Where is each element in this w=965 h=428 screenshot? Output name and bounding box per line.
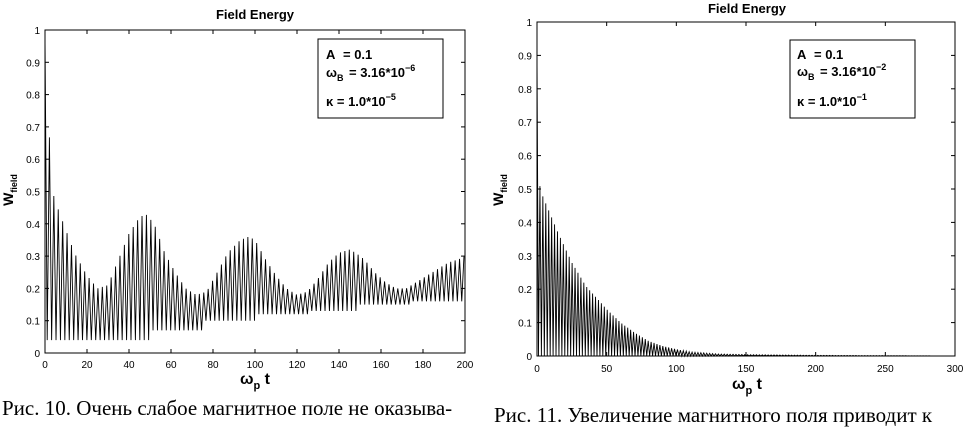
- x-tick-label: 80: [207, 360, 219, 371]
- x-tick-label: 20: [81, 360, 93, 371]
- legend-box: A = 0.1 ωB = 3.16*10−6 κ = 1.0*10−5: [317, 38, 444, 119]
- legend-omega-value: = 3.16*10: [820, 64, 876, 79]
- y-tick-label: 0.1: [518, 319, 532, 330]
- x-tick-label: 100: [247, 360, 264, 371]
- y-tick-label: 0.3: [518, 252, 532, 263]
- legend-kappa-value: = 1.0*10: [804, 94, 856, 109]
- x-tick-label: 200: [457, 360, 474, 371]
- x-axis-label-main: ω: [240, 371, 254, 388]
- figure-caption-right: Рис. 11. Увеличение магнитного поля прив…: [494, 403, 933, 427]
- y-axis-label-sub: field: [9, 174, 19, 193]
- svg-text:ωB= 3.16*10−2: ωB = 3.16*10−2: [797, 62, 886, 82]
- chart-field-energy-left: Field Energy 0 0.1 0.2 0.3 0.4 0.5 0.6 0.7 0.8 0.…: [0, 7, 474, 392]
- y-axis-label: Wfield: [0, 174, 19, 206]
- y-tick-label: 0.8: [26, 91, 40, 102]
- y-tick-label: 0: [526, 352, 532, 363]
- y-tick-label: 0.5: [518, 185, 532, 196]
- svg-text:κ = 1.0*10−5: κ = 1.0*10−5: [326, 92, 396, 109]
- x-tick-label: 180: [415, 360, 432, 371]
- y-tick-label: 0.4: [26, 220, 40, 231]
- legend-a-value: = 0.1: [814, 47, 843, 62]
- x-axis-label-sub: p: [746, 385, 753, 397]
- y-tick-label: 0.7: [518, 118, 532, 129]
- y-tick-label: 0.9: [26, 58, 40, 69]
- legend-omega-label: ω: [797, 64, 808, 79]
- svg-text:ωB= 3.16*10−6: ωB = 3.16*10−6: [326, 63, 415, 83]
- legend-omega-label: ω: [326, 65, 337, 80]
- y-tick-label: 0.5: [26, 188, 40, 199]
- x-tick-label: 150: [738, 364, 755, 375]
- y-tick-label: 0.2: [518, 285, 532, 296]
- legend-a-label: A: [797, 47, 807, 62]
- svg-text:A = 0.1: A = 0.1: [797, 47, 843, 62]
- y-axis-label-main: W: [490, 192, 506, 206]
- chart-title: Field Energy: [216, 7, 295, 22]
- series-line: [536, 55, 954, 358]
- y-tick-label: 0.1: [26, 317, 40, 328]
- series-line: [44, 36, 465, 341]
- legend-omega-sub: B: [337, 73, 344, 83]
- y-tick-label: 0.6: [518, 152, 532, 163]
- x-tick-label: 160: [373, 360, 390, 371]
- x-axis-label-main: ω: [732, 376, 746, 393]
- y-tick-label: 0: [34, 349, 40, 360]
- y-tick-labels: 0 0.1 0.2 0.3 0.4 0.5 0.6 0.7 0.8 0.9 1: [26, 26, 465, 360]
- x-tick-label: 40: [123, 360, 135, 371]
- y-tick-label: 0.3: [26, 252, 40, 263]
- y-tick-label: 0.7: [26, 123, 40, 134]
- x-tick-label: 100: [668, 364, 685, 375]
- y-tick-label: 0.8: [518, 85, 532, 96]
- svg-text:κ = 1.0*10−1: κ = 1.0*10−1: [797, 92, 867, 109]
- y-tick-label: 1: [526, 18, 532, 29]
- legend-omega-exp: −6: [405, 63, 415, 73]
- legend-frame: [789, 39, 916, 119]
- svg-text:A = 0.1: A = 0.1: [326, 47, 372, 62]
- y-tick-label: 1: [34, 26, 40, 37]
- y-tick-label: 0.9: [518, 51, 532, 62]
- figure-caption-left: Рис. 10. Очень слабое магнитное поле не …: [2, 396, 453, 420]
- x-axis-label-sub: p: [254, 380, 261, 392]
- legend-omega-value: = 3.16*10: [349, 65, 405, 80]
- y-axis-label: Wfield: [490, 174, 509, 206]
- x-tick-label: 50: [601, 364, 613, 375]
- x-tick-label: 60: [165, 360, 177, 371]
- x-tick-label: 200: [807, 364, 824, 375]
- x-tick-label: 0: [42, 360, 48, 371]
- legend-kappa-exp: −1: [857, 92, 867, 102]
- x-tick-label: 250: [877, 364, 894, 375]
- legend-kappa-exp: −5: [386, 92, 396, 102]
- x-tick-labels: 0 50 100 150 200 250 300: [534, 22, 964, 375]
- legend-kappa-value: = 1.0*10: [333, 94, 385, 109]
- y-tick-label: 0.2: [26, 284, 40, 295]
- series-field-energy: [44, 36, 465, 341]
- y-tick-label: 0.6: [26, 155, 40, 166]
- x-tick-label: 0: [534, 364, 540, 375]
- x-axis-label-tail: t: [260, 371, 270, 388]
- legend-omega-sub: B: [808, 72, 815, 82]
- x-tick-label: 300: [947, 364, 964, 375]
- x-axis-label: ωp t: [732, 376, 763, 397]
- chart-title: Field Energy: [708, 1, 787, 16]
- legend-a-label: A: [326, 47, 336, 62]
- x-tick-label: 120: [289, 360, 306, 371]
- y-tick-label: 0.4: [518, 218, 532, 229]
- series-field-energy: [536, 55, 954, 358]
- y-axis-label-sub: field: [499, 174, 509, 193]
- y-axis-label-main: W: [0, 192, 16, 206]
- chart-field-energy-right: Field Energy 0 0.1 0.2 0.3 0.4 0.5 0.6 0.7 0.8 0.…: [490, 1, 964, 397]
- x-tick-labels: 0 20 40 60 80 100 120 140 160 180 200: [42, 30, 474, 371]
- legend-omega-exp: −2: [876, 62, 886, 72]
- legend-kappa-label: κ: [326, 94, 334, 109]
- legend-a-value: = 0.1: [343, 47, 372, 62]
- x-axis-label: ωp t: [240, 371, 271, 392]
- x-axis-label-tail: t: [752, 376, 762, 393]
- legend-box: A = 0.1 ωB = 3.16*10−2 κ = 1.0*10−1: [789, 39, 916, 119]
- legend-kappa-label: κ: [797, 94, 805, 109]
- x-tick-label: 140: [331, 360, 348, 371]
- legend-frame: [317, 38, 444, 119]
